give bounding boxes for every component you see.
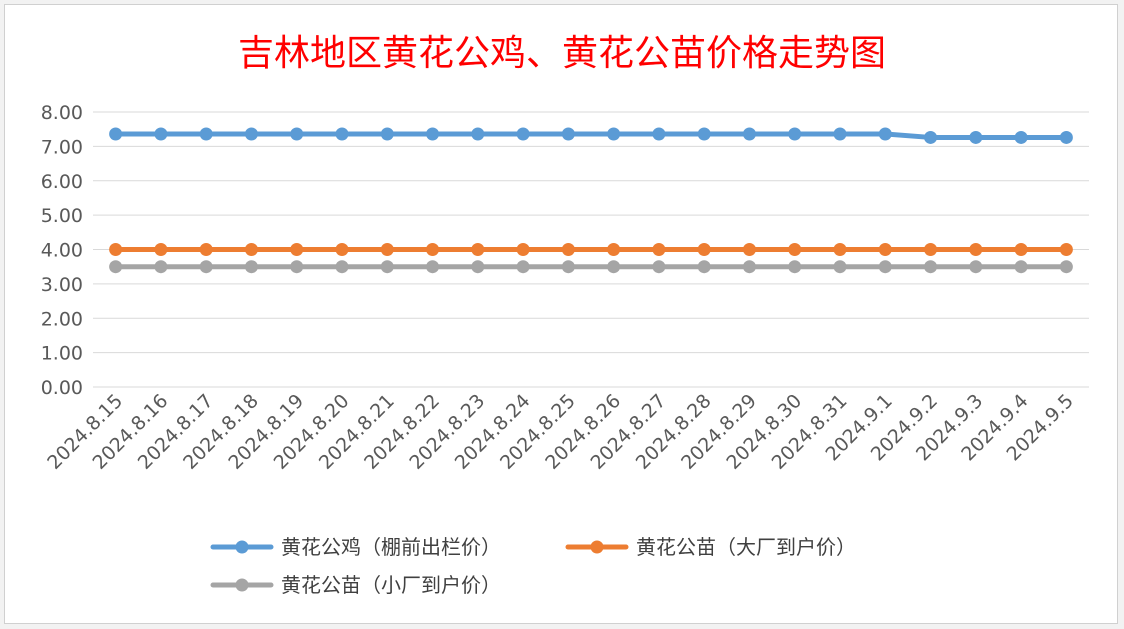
data-point	[380, 260, 394, 274]
data-point	[788, 243, 802, 256]
data-point	[516, 260, 530, 274]
data-point	[471, 260, 485, 274]
series-lines	[109, 127, 1073, 274]
data-point	[969, 130, 983, 144]
y-axis-ticks: 0.00 1.00 2.00 3.00 4.00 5.00 6.00 7.00 8.00	[41, 102, 83, 399]
y-tick-label: 0.00	[41, 377, 83, 399]
y-tick-label: 8.00	[41, 102, 83, 124]
data-point	[109, 127, 123, 141]
data-point	[154, 127, 168, 141]
data-point	[788, 127, 802, 141]
series-1	[109, 127, 1073, 144]
data-point	[335, 243, 349, 256]
legend-item: 黄花公苗（大厂到户价）	[565, 535, 856, 559]
data-point	[335, 127, 349, 141]
y-tick-label: 3.00	[41, 274, 83, 296]
data-point	[561, 127, 575, 141]
data-point	[109, 243, 123, 256]
y-tick-label: 4.00	[41, 240, 83, 262]
data-point	[878, 260, 892, 274]
data-point	[290, 127, 304, 141]
data-point	[969, 260, 983, 274]
chart-title: 吉林地区黄花公鸡、黄花公苗价格走势图	[238, 33, 886, 74]
data-point	[199, 260, 213, 274]
series-3	[109, 260, 1073, 274]
data-point	[742, 127, 756, 141]
data-point	[335, 260, 349, 274]
data-point	[878, 127, 892, 141]
data-point	[290, 260, 304, 274]
legend-swatch-marker	[235, 578, 249, 592]
legend-label: 黄花公苗（大厂到户价）	[636, 535, 856, 559]
data-point	[426, 243, 440, 256]
legend: 黄花公鸡（棚前出栏价） 黄花公苗（大厂到户价） 黄花公苗（小厂到户价）	[210, 535, 856, 597]
y-tick-label: 1.00	[41, 343, 83, 365]
data-point	[380, 243, 394, 256]
legend-swatch-marker	[590, 540, 604, 554]
data-point	[607, 243, 621, 256]
data-point	[199, 127, 213, 141]
data-point	[1059, 260, 1073, 274]
data-point	[607, 260, 621, 274]
data-point	[607, 127, 621, 141]
data-point	[697, 243, 711, 256]
data-point	[833, 260, 847, 274]
data-point	[426, 260, 440, 274]
data-point	[290, 243, 304, 256]
data-point	[652, 260, 666, 274]
data-point	[924, 260, 938, 274]
y-tick-label: 6.00	[41, 171, 83, 193]
data-point	[788, 260, 802, 274]
data-point	[1014, 260, 1028, 274]
legend-swatch-marker	[235, 540, 249, 554]
data-point	[878, 243, 892, 256]
data-point	[833, 127, 847, 141]
legend-item: 黄花公鸡（棚前出栏价）	[210, 535, 501, 559]
data-point	[154, 260, 168, 274]
data-point	[244, 260, 258, 274]
legend-label: 黄花公苗（小厂到户价）	[281, 573, 501, 597]
data-point	[154, 243, 168, 256]
legend-item: 黄花公苗（小厂到户价）	[210, 573, 501, 597]
y-tick-label: 5.00	[41, 205, 83, 227]
data-point	[652, 243, 666, 256]
data-point	[924, 243, 938, 256]
data-point	[1014, 243, 1028, 256]
data-point	[471, 243, 485, 256]
y-tick-label: 7.00	[41, 136, 83, 158]
data-point	[109, 260, 123, 274]
data-point	[652, 127, 666, 141]
data-point	[742, 260, 756, 274]
data-point	[199, 243, 213, 256]
data-point	[697, 127, 711, 141]
data-point	[561, 243, 575, 256]
data-point	[742, 243, 756, 256]
data-point	[969, 243, 983, 256]
data-point	[426, 127, 440, 141]
data-point	[1059, 243, 1073, 256]
data-point	[1059, 130, 1073, 144]
series-2	[109, 243, 1073, 256]
data-point	[833, 243, 847, 256]
series-line	[113, 131, 1069, 140]
data-point	[1014, 130, 1028, 144]
data-point	[244, 243, 258, 256]
legend-label: 黄花公鸡（棚前出栏价）	[281, 535, 501, 559]
data-point	[561, 260, 575, 274]
data-point	[244, 127, 258, 141]
data-point	[924, 130, 938, 144]
data-point	[516, 127, 530, 141]
data-point	[471, 127, 485, 141]
x-axis-ticks: 2024.8.152024.8.162024.8.172024.8.182024…	[43, 390, 1078, 474]
chart-frame: 吉林地区黄花公鸡、黄花公苗价格走势图 0.00 1.00 2.00 3.00 4.00 5…	[4, 4, 1118, 624]
line-chart: 吉林地区黄花公鸡、黄花公苗价格走势图 0.00 1.00 2.00 3.00 4.00 5…	[41, 33, 1089, 597]
data-point	[516, 243, 530, 256]
data-point	[380, 127, 394, 141]
data-point	[697, 260, 711, 274]
y-tick-label: 2.00	[41, 308, 83, 330]
